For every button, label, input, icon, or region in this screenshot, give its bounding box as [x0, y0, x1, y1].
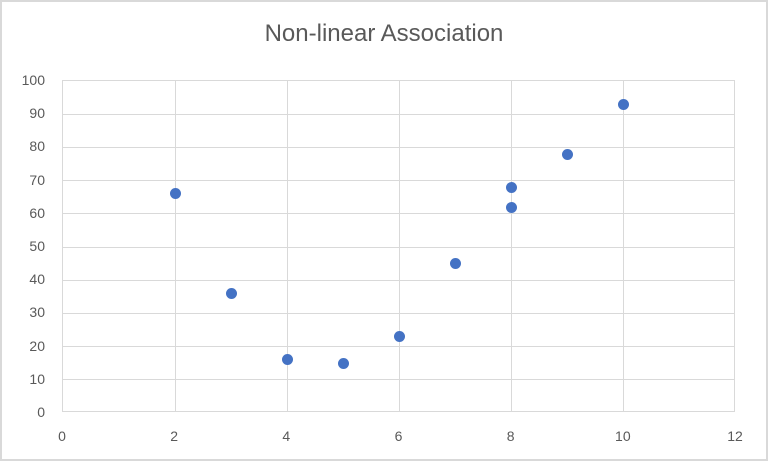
y-axis-tick-label: 90 — [29, 105, 45, 122]
y-axis-tick-label: 0 — [37, 404, 45, 420]
x-axis-tick-label: 12 — [727, 428, 743, 444]
y-axis-tick-label: 40 — [29, 271, 45, 288]
gridline-vertical — [286, 81, 288, 411]
data-point[interactable] — [450, 258, 462, 270]
gridline-vertical — [399, 81, 400, 411]
gridline-horizontal — [63, 346, 734, 348]
data-point[interactable] — [394, 331, 405, 343]
y-axis-tick-label: 30 — [29, 304, 45, 321]
y-axis-tick-label: 80 — [29, 138, 45, 155]
x-axis-tick-label: 2 — [170, 428, 179, 444]
x-axis-tick-label: 4 — [282, 428, 291, 444]
data-point[interactable] — [506, 201, 518, 213]
y-axis-tick-label: 20 — [29, 337, 45, 354]
gridline-horizontal — [63, 213, 734, 215]
data-point[interactable] — [337, 357, 349, 369]
gridline-horizontal — [63, 180, 734, 182]
y-axis-tick-label: 60 — [29, 204, 45, 221]
gridline-vertical — [174, 81, 176, 411]
y-axis-tick-label: 100 — [21, 72, 45, 88]
data-point[interactable] — [506, 181, 518, 193]
gridline-horizontal — [63, 146, 734, 148]
gridline-vertical — [511, 81, 513, 411]
gridline-horizontal — [63, 246, 734, 248]
y-axis-tick-label: 70 — [29, 171, 45, 188]
x-axis-tick-label: 10 — [615, 428, 631, 444]
chart-title[interactable]: Non-linear Association — [264, 20, 504, 47]
gridline-horizontal — [63, 279, 734, 281]
data-point[interactable] — [618, 98, 630, 110]
x-axis-tick-label: 6 — [394, 428, 403, 444]
gridline-horizontal — [63, 312, 734, 314]
data-point[interactable] — [169, 188, 181, 200]
gridline-horizontal — [63, 379, 734, 381]
gridline-vertical — [623, 81, 625, 411]
gridline-horizontal — [63, 113, 734, 115]
data-point[interactable] — [281, 354, 293, 366]
x-axis-tick-label: 0 — [58, 428, 66, 444]
data-point[interactable] — [225, 287, 237, 299]
y-axis-tick-label: 10 — [29, 370, 45, 387]
x-axis-tick-label: 8 — [506, 428, 515, 444]
y-axis-tick-label: 50 — [29, 238, 45, 254]
plot-area[interactable] — [62, 80, 735, 412]
data-point[interactable] — [562, 148, 574, 160]
